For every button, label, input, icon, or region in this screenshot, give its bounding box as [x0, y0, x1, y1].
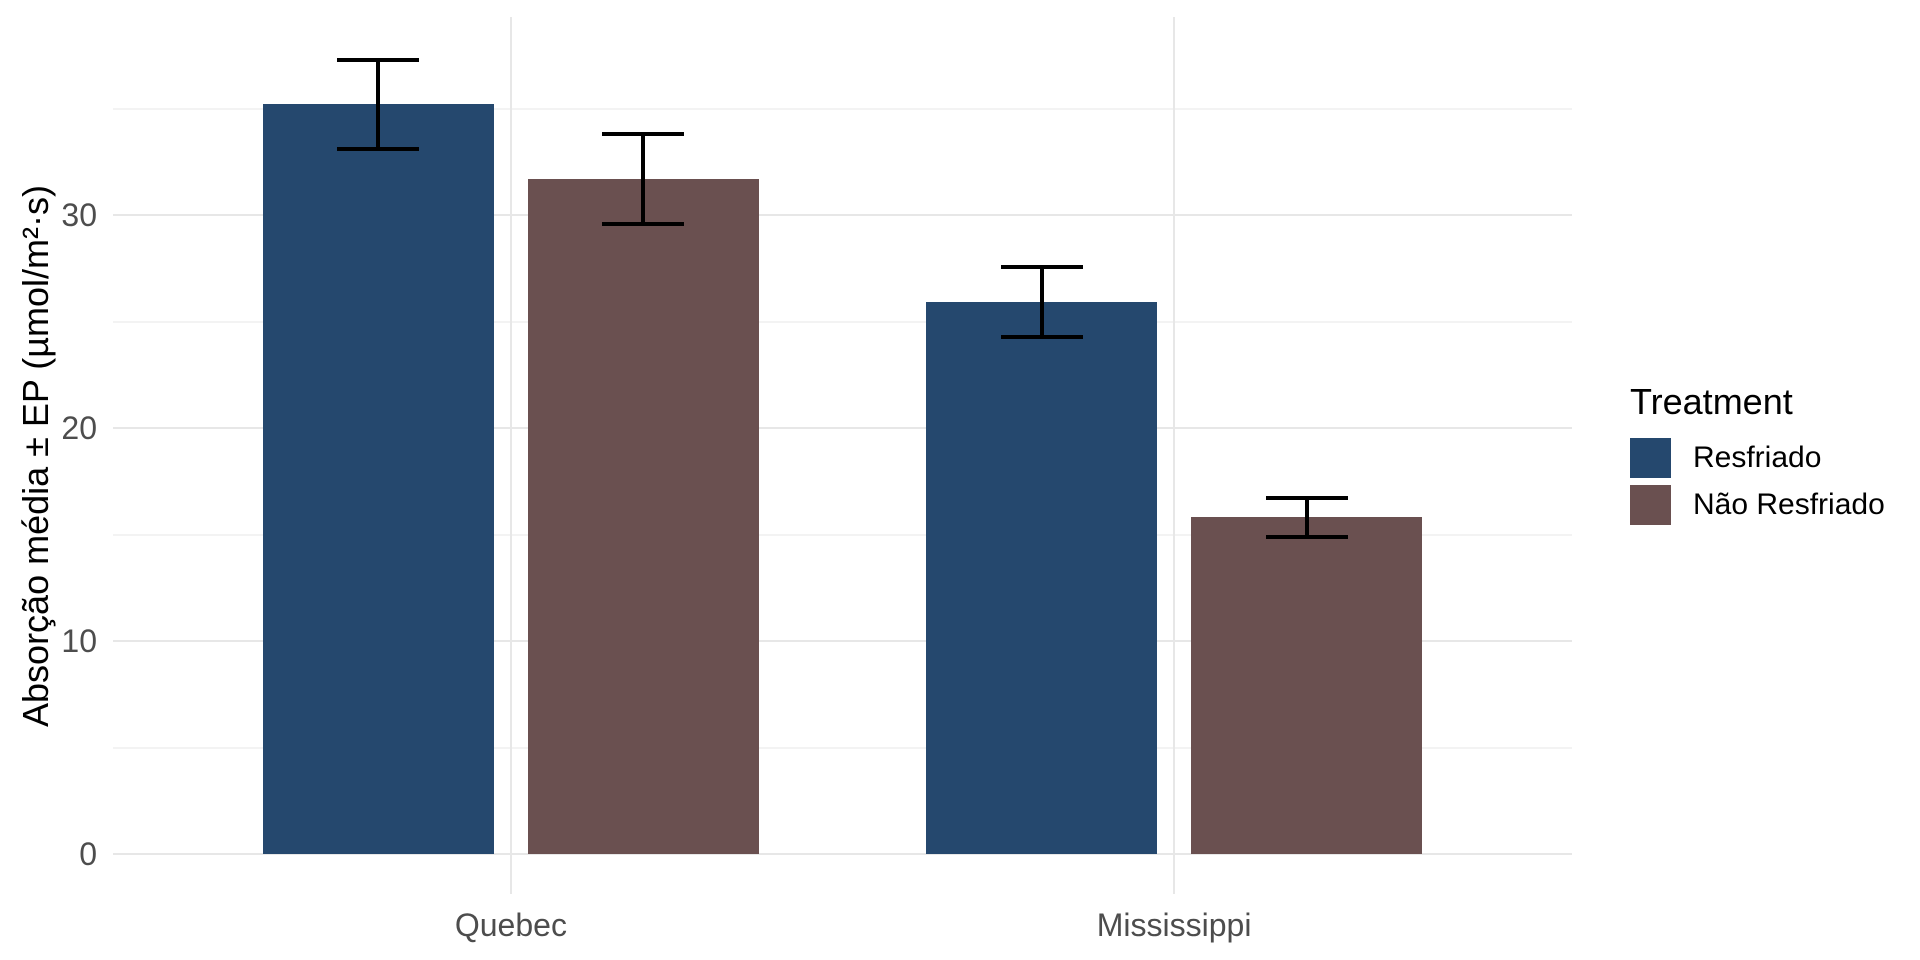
- y-tick-label: 0: [79, 836, 97, 872]
- legend-swatch: [1630, 485, 1671, 525]
- y-tick-label: 10: [61, 623, 97, 659]
- error-bar-cap-bottom: [1265, 534, 1348, 539]
- gridline-major: [113, 640, 1572, 642]
- gridline-vertical: [509, 17, 512, 894]
- bar-resfriado-quebec: [262, 104, 494, 854]
- legend-swatch: [1630, 438, 1671, 478]
- error-bar-stem: [641, 134, 646, 224]
- legend: Treatment Resfriado Não Resfriado: [1630, 384, 1885, 532]
- y-tick-label: 20: [61, 410, 97, 446]
- legend-label: Resfriado: [1693, 441, 1822, 474]
- error-bar-stem: [376, 59, 381, 149]
- error-bar-cap-top: [1000, 265, 1083, 270]
- error-bar-stem: [1039, 267, 1044, 338]
- error-bar-cap-top: [337, 57, 420, 62]
- legend-item: Resfriado: [1630, 438, 1885, 478]
- gridline-vertical: [1173, 17, 1176, 894]
- x-tick-label: Quebec: [454, 907, 567, 943]
- error-bar-cap-bottom: [1000, 335, 1083, 340]
- bar-resfriado-mississippi: [926, 302, 1158, 854]
- gridline-major: [113, 214, 1572, 216]
- error-bar-cap-top: [1265, 496, 1348, 501]
- x-tick-label: Mississippi: [1096, 907, 1252, 943]
- y-tick-label: 30: [61, 197, 97, 233]
- legend-title: Treatment: [1630, 381, 1793, 422]
- bar-não-resfriado-mississippi: [1191, 517, 1423, 854]
- bar-não-resfriado-quebec: [527, 178, 759, 854]
- error-bar-stem: [1304, 498, 1309, 537]
- gridline-minor: [113, 533, 1572, 536]
- gridline-minor: [113, 746, 1572, 749]
- gridline-minor: [113, 320, 1572, 323]
- legend-label: Não Resfriado: [1693, 488, 1885, 521]
- error-bar-cap-top: [602, 132, 685, 137]
- gridline-minor: [113, 107, 1572, 110]
- gridline-major: [113, 853, 1572, 855]
- error-bar-cap-bottom: [337, 146, 420, 151]
- legend-items: Resfriado Não Resfriado: [1630, 438, 1885, 525]
- legend-item: Não Resfriado: [1630, 485, 1885, 525]
- gridline-major: [113, 427, 1572, 429]
- error-bar-cap-bottom: [602, 221, 685, 226]
